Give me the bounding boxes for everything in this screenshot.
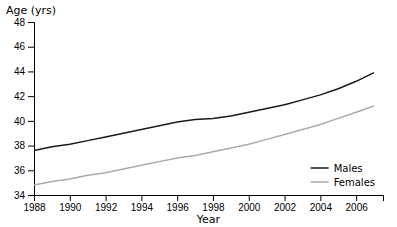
y-tick-label: 42 — [14, 91, 26, 102]
x-tick-label: 2002 — [274, 202, 297, 213]
y-axis-title: Age (yrs) — [6, 4, 56, 17]
y-tick: 46 — [14, 41, 34, 52]
y-tick: 38 — [14, 140, 34, 151]
y-tick: 34 — [14, 190, 34, 201]
y-tick-label: 40 — [14, 116, 26, 127]
x-tick-mark — [177, 195, 178, 201]
x-tick: 2004 — [310, 195, 333, 213]
x-tick-mark — [106, 195, 107, 201]
x-tick-label: 2000 — [238, 202, 261, 213]
y-tick-mark — [28, 146, 34, 147]
y-tick-label: 46 — [14, 41, 26, 52]
x-tick: 1996 — [167, 195, 190, 213]
y-tick-mark — [28, 96, 34, 97]
y-tick-mark — [28, 170, 34, 171]
x-tick: 2002 — [274, 195, 297, 213]
y-tick-label: 44 — [14, 66, 26, 77]
x-tick-label: 2004 — [310, 202, 333, 213]
y-tick-mark — [28, 47, 34, 48]
y-tick-mark — [28, 121, 34, 122]
y-tick-mark — [28, 195, 34, 196]
x-tick: 2000 — [238, 195, 261, 213]
legend-label: Females — [334, 177, 375, 188]
x-tick-label: 1992 — [95, 202, 118, 213]
legend: Males Females — [311, 163, 375, 188]
x-tick-mark — [356, 195, 357, 201]
y-tick-mark — [28, 22, 34, 23]
x-tick-mark — [285, 195, 286, 201]
x-tick-mark — [141, 195, 142, 201]
y-tick: 44 — [14, 66, 34, 77]
y-tick-mark — [28, 71, 34, 72]
lines — [34, 73, 374, 185]
x-tick-label: 1998 — [202, 202, 225, 213]
legend-swatch — [311, 181, 329, 183]
x-axis-line — [35, 196, 384, 202]
x-axis-title: Year — [196, 213, 221, 226]
y-tick: 40 — [14, 116, 34, 127]
y-tick-label: 36 — [14, 165, 26, 176]
y-axis-line — [28, 23, 35, 196]
x-tick-label: 2006 — [346, 202, 369, 213]
x-tick: 1998 — [202, 195, 225, 213]
legend-swatch — [311, 167, 329, 169]
series-line — [34, 73, 374, 151]
x-tick-mark — [320, 195, 321, 201]
legend-entry: Females — [311, 177, 375, 188]
x-tick: 1990 — [59, 195, 82, 213]
x-axis: 1988 1990 1992 1994 1996 1998 2000 2002 2004 2006 — [23, 195, 383, 213]
series-line — [34, 106, 374, 185]
x-tick-label: 1996 — [167, 202, 190, 213]
y-tick: 42 — [14, 91, 34, 102]
x-tick-mark — [249, 195, 250, 201]
x-tick-label: 1994 — [131, 202, 154, 213]
y-tick: 36 — [14, 165, 34, 176]
y-axis: 34 36 38 40 42 44 46 48 — [14, 17, 35, 201]
x-tick-label: 1988 — [23, 202, 46, 213]
y-tick: 48 — [14, 17, 34, 28]
x-tick: 1994 — [131, 195, 154, 213]
y-tick-label: 34 — [14, 190, 26, 201]
x-tick-label: 1990 — [59, 202, 82, 213]
y-tick-label: 48 — [14, 17, 26, 28]
x-tick: 1988 — [23, 195, 46, 213]
x-tick-mark — [213, 195, 214, 201]
plot-area: 1988 1990 1992 1994 1996 1998 2000 2002 2004 2006… — [14, 17, 384, 213]
x-tick: 2006 — [346, 195, 369, 213]
legend-entry: Males — [311, 163, 363, 174]
x-tick: 1992 — [95, 195, 118, 213]
legend-label: Males — [334, 163, 363, 174]
y-tick-label: 38 — [14, 140, 26, 151]
x-tick-mark — [70, 195, 71, 201]
chart: 1988 1990 1992 1994 1996 1998 2000 2002 2004 2006… — [0, 0, 397, 227]
